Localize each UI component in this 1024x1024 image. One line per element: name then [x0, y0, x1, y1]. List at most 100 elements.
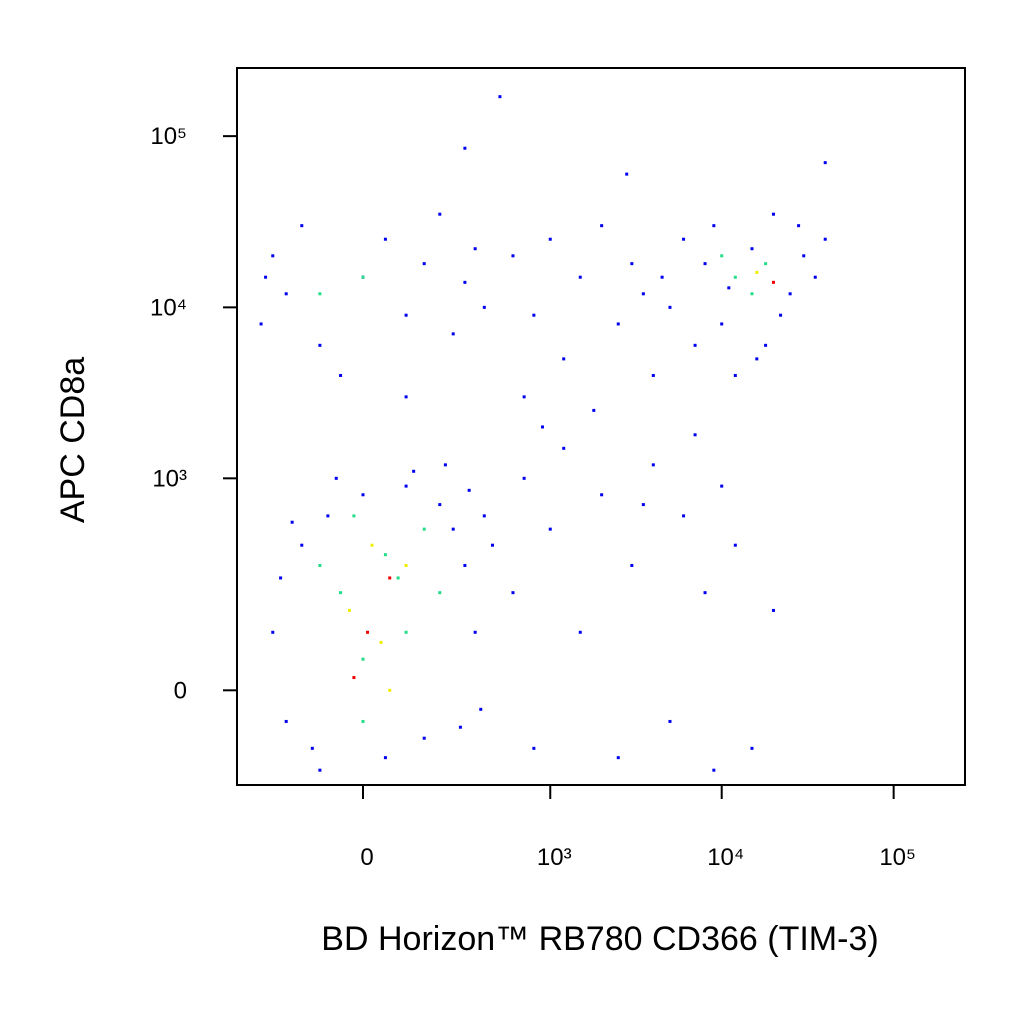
data-point: [764, 262, 768, 266]
x-tick-label: 10⁴: [707, 844, 744, 871]
data-point: [366, 630, 370, 634]
data-point: [361, 719, 365, 723]
data-point: [616, 322, 620, 326]
data-point: [463, 280, 467, 284]
data-point: [771, 280, 775, 284]
x-tick-label: 10⁵: [879, 844, 916, 871]
data-point: [352, 676, 356, 680]
data-point: [412, 469, 416, 473]
data-point: [578, 630, 582, 634]
data-point: [779, 313, 783, 317]
data-point: [388, 576, 392, 580]
data-point: [693, 433, 697, 437]
data-point: [750, 247, 754, 251]
data-point: [473, 630, 477, 634]
data-point: [370, 543, 374, 547]
data-point: [788, 292, 792, 296]
data-point: [764, 343, 768, 347]
data-point: [318, 292, 322, 296]
data-point: [532, 313, 536, 317]
data-point: [651, 463, 655, 467]
data-point: [300, 543, 304, 547]
data-point: [693, 343, 697, 347]
data-point: [458, 725, 462, 729]
data-point: [733, 275, 737, 279]
y-axis-title: APC CD8a: [54, 357, 92, 523]
data-point: [422, 736, 426, 740]
data-point: [720, 322, 724, 326]
data-point: [482, 305, 486, 309]
data-point: [562, 357, 566, 361]
data-point: [578, 275, 582, 279]
data-point: [438, 212, 442, 216]
y-tick-label: 10³: [152, 465, 187, 492]
data-point: [318, 768, 322, 772]
data-point: [548, 527, 552, 531]
data-point: [310, 746, 314, 750]
data-point: [300, 224, 304, 228]
data-point: [463, 563, 467, 567]
data-point: [498, 95, 502, 99]
data-point: [388, 688, 392, 692]
data-point: [467, 488, 471, 492]
data-point: [482, 514, 486, 518]
data-point: [522, 476, 526, 480]
data-point: [712, 768, 716, 772]
data-point: [660, 275, 664, 279]
data-point: [823, 237, 827, 241]
data-point: [668, 305, 672, 309]
data-point: [404, 395, 408, 399]
data-point: [422, 527, 426, 531]
data-point: [339, 591, 343, 595]
data-point: [733, 373, 737, 377]
data-point: [712, 224, 716, 228]
data-point: [271, 254, 275, 258]
data-point: [733, 543, 737, 547]
data-point: [379, 640, 383, 644]
data-point: [422, 262, 426, 266]
data-point: [284, 719, 288, 723]
data-point: [641, 503, 645, 507]
data-point: [600, 224, 604, 228]
data-point: [682, 514, 686, 518]
x-tick-label: 0: [360, 844, 373, 871]
data-point: [532, 746, 536, 750]
data-point: [318, 343, 322, 347]
plot-frame: [236, 67, 966, 786]
data-point: [562, 446, 566, 450]
data-point: [823, 161, 827, 165]
data-point: [339, 373, 343, 377]
data-point: [438, 591, 442, 595]
data-point: [548, 237, 552, 241]
data-point: [284, 292, 288, 296]
data-point: [630, 262, 634, 266]
data-point: [451, 527, 455, 531]
data-point: [750, 292, 754, 296]
data-point: [592, 408, 596, 412]
data-point: [802, 254, 806, 258]
data-point: [813, 275, 817, 279]
data-point: [727, 286, 731, 290]
data-point: [451, 332, 455, 336]
data-point: [361, 275, 365, 279]
data-point: [616, 756, 620, 760]
data-point: [396, 576, 400, 580]
data-point: [541, 425, 545, 429]
data-point: [438, 503, 442, 507]
data-point: [318, 563, 322, 567]
data-point: [404, 563, 408, 567]
data-point: [271, 630, 275, 634]
data-point: [797, 224, 801, 228]
data-point: [404, 630, 408, 634]
data-point: [682, 237, 686, 241]
x-tick-label: 10³: [537, 844, 572, 871]
data-point: [720, 254, 724, 258]
data-point: [641, 292, 645, 296]
data-point: [383, 756, 387, 760]
data-point: [404, 484, 408, 488]
data-point: [771, 608, 775, 612]
data-point: [630, 563, 634, 567]
data-point: [290, 520, 294, 524]
y-tick-label: 10⁵: [150, 123, 187, 150]
